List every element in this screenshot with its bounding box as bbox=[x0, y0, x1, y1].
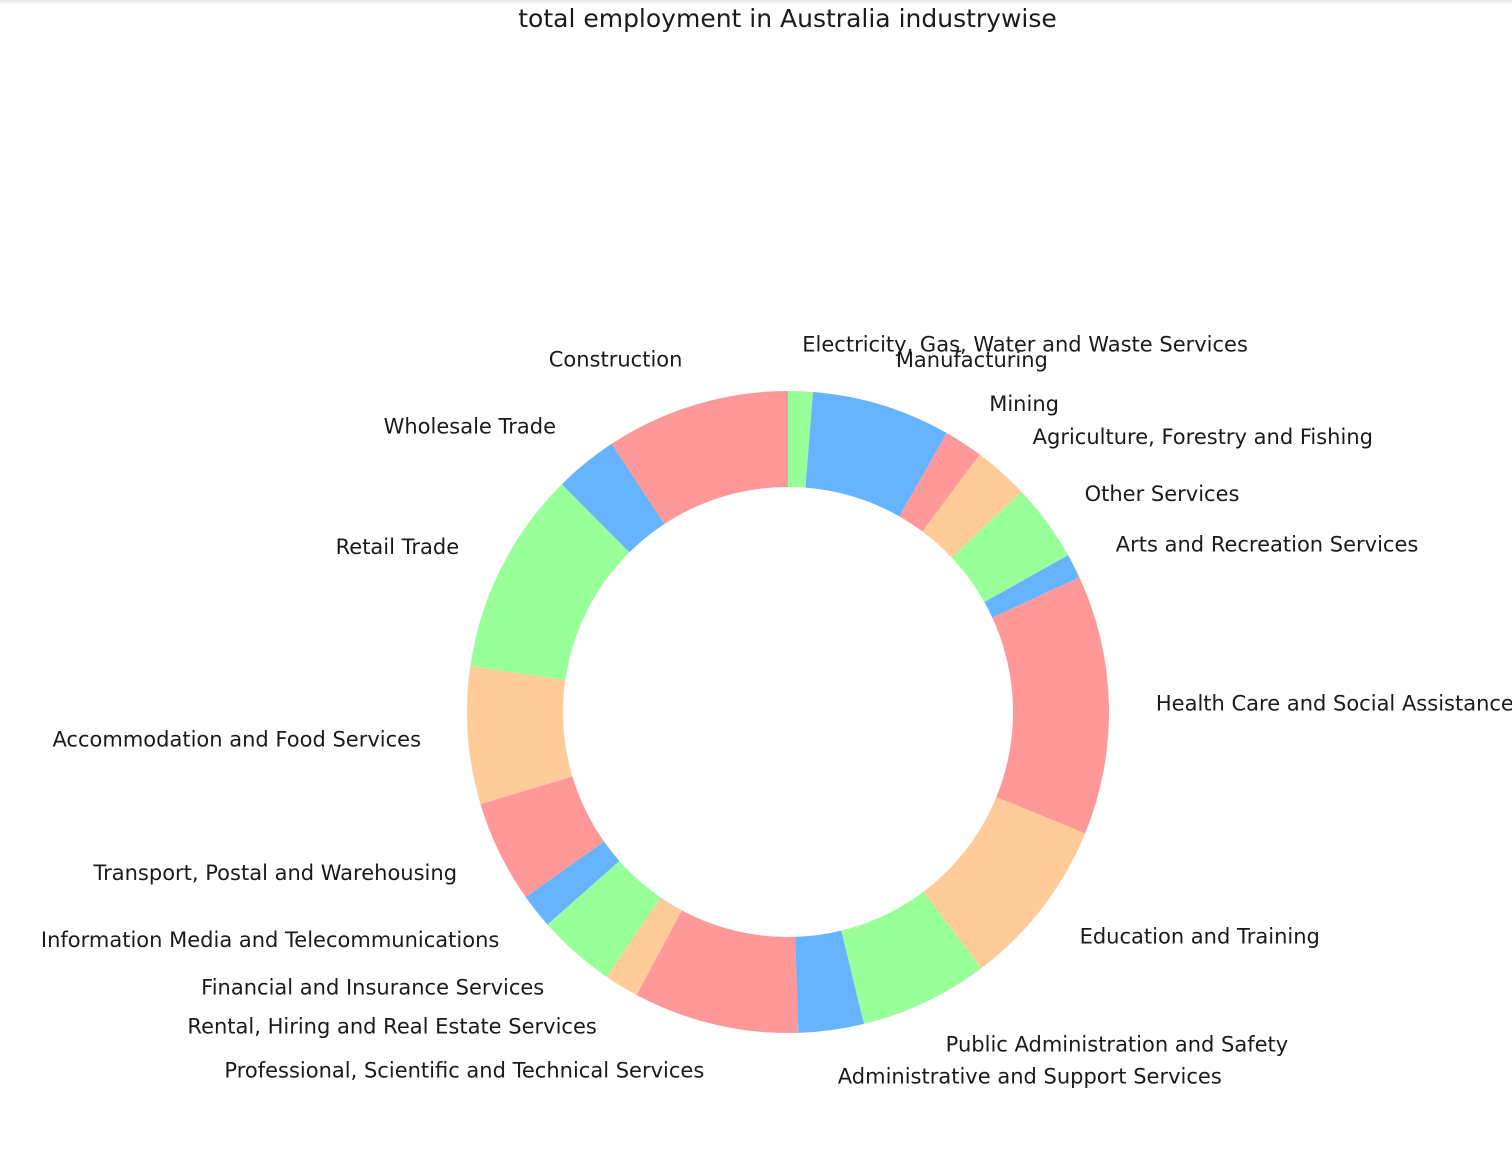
label-education-and-training: Education and Training bbox=[1080, 924, 1320, 948]
donut-slices bbox=[467, 391, 1109, 1034]
slice-electricity-gas-water-and-waste-services bbox=[788, 391, 813, 488]
slice-manufacturing bbox=[805, 391, 947, 517]
label-arts-and-recreation-services: Arts and Recreation Services bbox=[1116, 533, 1419, 557]
label-information-media-and-telecommunications: Information Media and Telecommunications bbox=[41, 928, 499, 952]
window-top-edge bbox=[0, 0, 1512, 5]
slice-accommodation-and-food-services bbox=[467, 666, 573, 805]
slice-other-services bbox=[951, 491, 1069, 603]
slice-mining bbox=[899, 432, 980, 532]
slice-public-administration-and-safety bbox=[841, 891, 982, 1024]
slice-professional-scientific-and-technical-services bbox=[636, 910, 799, 1034]
slice-arts-and-recreation-services bbox=[984, 555, 1080, 618]
label-rental-hiring-and-real-estate-services: Rental, Hiring and Real Estate Services bbox=[187, 1014, 596, 1038]
slice-construction bbox=[611, 391, 788, 525]
label-transport-postal-and-warehousing: Transport, Postal and Warehousing bbox=[92, 861, 457, 885]
slice-labels: Construction Wholesale Trade Retail Trade A… bbox=[41, 332, 1512, 1088]
slice-health-care-and-social-assistance bbox=[992, 577, 1109, 834]
slice-information-media-and-telecommunications bbox=[525, 841, 620, 925]
slice-transport-postal-and-warehousing bbox=[480, 776, 605, 897]
chart-title: total employment in Australia industrywi… bbox=[518, 4, 1057, 33]
label-accommodation-and-food-services: Accommodation and Food Services bbox=[52, 727, 421, 751]
slice-rental-hiring-and-real-estate-services bbox=[606, 897, 682, 996]
label-retail-trade: Retail Trade bbox=[336, 535, 460, 559]
label-financial-and-insurance-services: Financial and Insurance Services bbox=[201, 976, 544, 1000]
slice-retail-trade bbox=[470, 484, 630, 681]
label-health-care-and-social-assistance: Health Care and Social Assistance bbox=[1156, 692, 1512, 716]
label-wholesale-trade: Wholesale Trade bbox=[384, 414, 556, 438]
slice-agriculture-forestry-and-fishing bbox=[922, 454, 1022, 558]
slice-administrative-and-support-services bbox=[795, 930, 865, 1033]
label-agriculture-forestry-and-fishing: Agriculture, Forestry and Fishing bbox=[1033, 425, 1373, 449]
label-manufacturing: Manufacturing bbox=[896, 348, 1048, 372]
label-electricity-gas-water-and-waste-services: Electricity, Gas, Water and Waste Servic… bbox=[802, 332, 1248, 356]
slice-wholesale-trade bbox=[561, 443, 665, 553]
label-administrative-and-support-services: Administrative and Support Services bbox=[838, 1065, 1222, 1089]
label-public-administration-and-safety: Public Administration and Safety bbox=[946, 1033, 1289, 1057]
slice-financial-and-insurance-services bbox=[547, 861, 661, 977]
label-other-services: Other Services bbox=[1085, 482, 1240, 506]
label-professional-scientific-and-technical-services: Professional, Scientific and Technical S… bbox=[224, 1058, 704, 1082]
label-mining: Mining bbox=[989, 392, 1059, 416]
slice-education-and-training bbox=[923, 797, 1086, 969]
label-construction: Construction bbox=[549, 347, 683, 371]
